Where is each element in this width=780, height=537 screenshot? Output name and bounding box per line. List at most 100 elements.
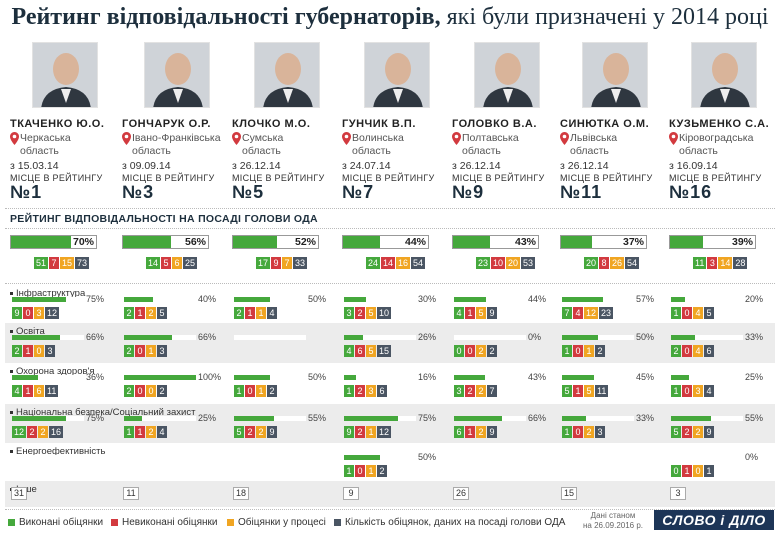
progress-count: 12	[584, 307, 599, 319]
location-pin-icon	[342, 132, 351, 145]
total-count: 54	[625, 257, 640, 269]
total-count: 1	[704, 465, 714, 477]
done-count: 23	[476, 257, 491, 269]
category-percent: 36%	[86, 372, 105, 382]
failed-count: 0	[245, 385, 255, 397]
appointment-date: з 09.09.14	[122, 160, 171, 172]
total-rating-fill	[670, 236, 704, 248]
progress-count: 3	[693, 385, 703, 397]
category-bar-fill	[454, 297, 486, 302]
failed-count: 14	[381, 257, 396, 269]
progress-count: 1	[584, 345, 594, 357]
place-label: МІСЦЕ В РЕЙТИНГУ	[10, 173, 103, 183]
progress-count: 16	[396, 257, 411, 269]
total-count: 9	[704, 426, 714, 438]
category-counts: 3 2 5 10	[344, 307, 392, 319]
category-counts: 9 2 1 12	[344, 426, 392, 438]
progress-count: 20	[506, 257, 521, 269]
total-rating-fill	[453, 236, 490, 248]
category-bar	[562, 455, 634, 460]
done-count: 9	[12, 307, 22, 319]
total-rating-bar: 70%	[10, 235, 97, 249]
bullet	[10, 329, 13, 333]
progress-count: 2	[256, 426, 266, 438]
total-rating-bar: 37%	[560, 235, 647, 249]
done-count: 4	[12, 385, 22, 397]
done-count: 5	[671, 426, 681, 438]
governor-region: Івано-Франківська область	[132, 132, 221, 158]
region-suffix: область	[679, 145, 718, 157]
place-label: МІСЦЕ В РЕЙТИНГУ	[232, 173, 325, 183]
progress-count: 2	[476, 385, 486, 397]
region-name: Полтавська	[462, 132, 519, 144]
progress-count: 2	[38, 426, 49, 438]
category-bar-fill	[344, 297, 366, 302]
category-label: Енергоефективність	[10, 446, 105, 457]
category-percent: 66%	[528, 413, 547, 423]
bullet	[10, 449, 13, 453]
failed-count: 2	[682, 426, 692, 438]
failed-count: 0	[682, 345, 692, 357]
total-rating-bar: 52%	[232, 235, 319, 249]
progress-count: 5	[584, 385, 594, 397]
governor-photo	[691, 42, 757, 108]
category-percent: 25%	[745, 372, 764, 382]
category-counts: 5 1 5 11	[562, 385, 609, 397]
governor-name: КЛОЧКО М.О.	[232, 118, 311, 130]
place-number: №16	[669, 182, 713, 202]
category-percent: 45%	[636, 372, 655, 382]
done-count: 1	[562, 426, 572, 438]
category-bar-fill	[234, 375, 270, 380]
category-bar	[562, 335, 634, 340]
category-bar	[671, 455, 743, 460]
governor-region: Черкаська область	[20, 132, 71, 158]
total-rating-bar: 44%	[342, 235, 429, 249]
category-bar-fill	[671, 416, 711, 421]
category-percent: 50%	[418, 452, 437, 462]
category-name: Енергоефективність	[16, 446, 106, 457]
category-bar	[124, 455, 196, 460]
rating-title: РЕЙТИНГ ВІДПОВІДАЛЬНОСТІ НА ПОСАДІ ГОЛОВ…	[10, 213, 318, 225]
done-count: 9	[344, 426, 354, 438]
done-count: 11	[693, 257, 707, 269]
category-percent: 75%	[86, 413, 105, 423]
region-name: Черкаська	[20, 132, 71, 144]
total-count: 6	[377, 385, 387, 397]
category-bar	[671, 297, 743, 302]
total-count: 2	[157, 385, 167, 397]
legend-failed: Невиконані обіцянки	[111, 517, 217, 528]
failed-count: 1	[23, 385, 33, 397]
total-count: 23	[599, 307, 614, 319]
failed-count: 1	[573, 385, 583, 397]
failed-count: 0	[355, 465, 365, 477]
category-percent: 0%	[745, 452, 759, 462]
governor-photo	[254, 42, 320, 108]
progress-count: 1	[366, 426, 376, 438]
other-count: 3	[670, 487, 686, 500]
page-title: Рейтинг відповідальності губернаторів, я…	[11, 4, 769, 30]
place-number: №3	[122, 182, 155, 202]
progress-count: 4	[693, 307, 703, 319]
progress-count: 1	[366, 465, 376, 477]
total-count: 3	[595, 426, 605, 438]
category-counts: 12 2 2 16	[12, 426, 64, 438]
progress-count: 0	[146, 385, 156, 397]
total-rating-fill	[11, 236, 71, 248]
region-name: Львівська	[570, 132, 618, 144]
category-percent: 44%	[528, 294, 547, 304]
category-percent: 50%	[308, 372, 327, 382]
failed-count: 1	[135, 307, 145, 319]
done-count: 12	[12, 426, 27, 438]
bullet	[10, 291, 13, 295]
data-date-stamp: Дані станом на 26.09.2016 р.	[583, 511, 644, 530]
location-pin-icon	[452, 132, 461, 145]
done-count: 17	[256, 257, 271, 269]
total-count: 73	[75, 257, 90, 269]
category-bar-fill	[454, 375, 485, 380]
total-count: 15	[377, 345, 392, 357]
total-count: 9	[267, 426, 277, 438]
